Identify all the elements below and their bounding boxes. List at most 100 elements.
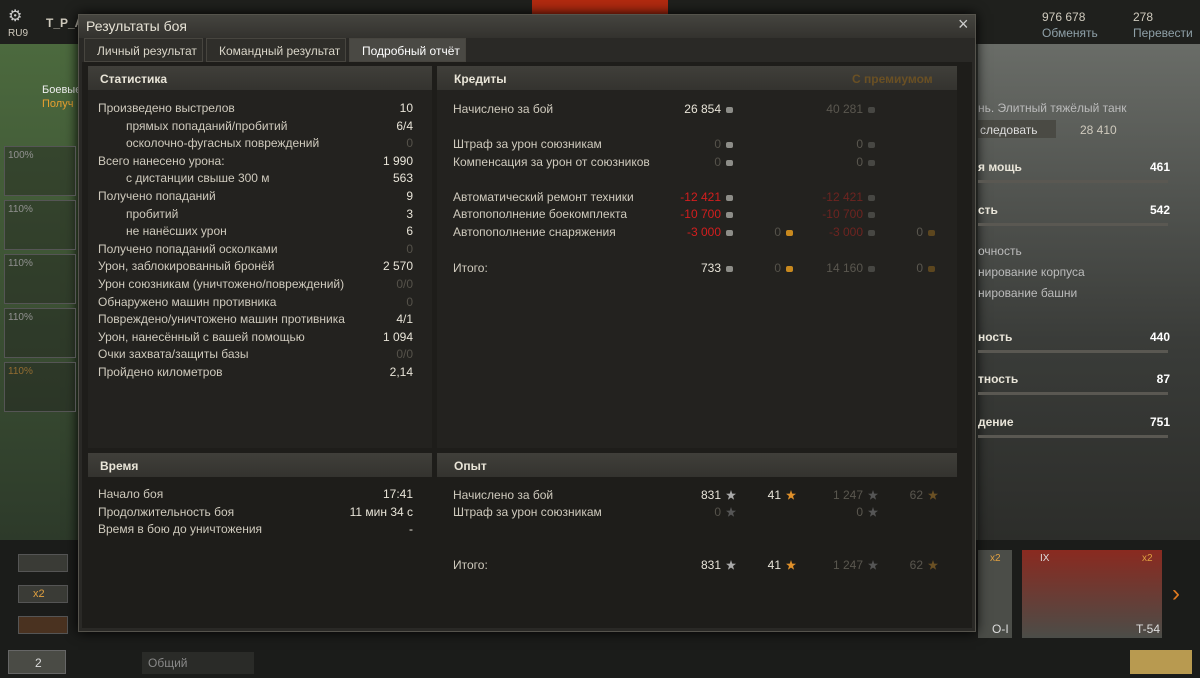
stat-label: с дистанции свыше 300 м [126,171,270,186]
stat-value: 0 [406,136,413,151]
exchange-button[interactable]: Обменять [1042,26,1098,40]
xp-icon [726,507,736,517]
tank-name: T-54 [1136,622,1161,636]
stat-value: 6/4 [396,118,413,133]
carousel-slot[interactable] [4,200,76,250]
tank-tier: IX [1040,553,1050,564]
chat-input[interactable]: Общий [142,652,254,674]
time-value: 11 мин 34 с [349,504,413,519]
experience-label: Итого: [453,558,488,572]
param-value: 440 [1149,330,1170,344]
gold-icon [928,266,935,272]
research-xp: 28 410 [1080,123,1117,137]
credits-base-gold: 0 [774,225,781,239]
param-bar [978,223,1168,226]
credit-icon [868,107,875,113]
stat-value: 2 570 [382,259,413,274]
experience-premium: 1 247 [832,488,863,502]
time-label: Продолжительность боя [98,504,235,519]
left-battles: Боевые [42,84,82,96]
settings-icon[interactable]: ⚙ [8,8,23,25]
carousel-slot[interactable] [4,146,76,196]
credit-icon [726,195,733,201]
section-header: Статистика [88,66,432,90]
stat-label: Пройдено километров [98,365,223,379]
stat-value: 2,14 [389,365,413,379]
param-value: 751 [1149,415,1170,429]
credit-icon [726,160,733,166]
bonus-filter[interactable]: x2 [18,585,68,603]
xp-icon [726,560,736,570]
carousel-slot[interactable] [4,254,76,304]
dialog-title-bar [79,15,975,38]
module: нирование корпуса [978,265,1085,279]
param-value: 461 [1149,160,1170,174]
tab[interactable]: Личный результат [84,38,203,62]
tab-active[interactable]: Подробный отчёт [349,38,466,62]
param-value: 542 [1149,203,1170,217]
stat-value: 3 [406,206,413,221]
credits-premium-gold: 0 [916,261,923,275]
filter-button[interactable] [18,616,68,634]
time-value: - [409,522,413,536]
credit-icon [868,160,875,166]
experience-label: Начислено за бой [453,488,554,502]
credits: 976 678 [1042,10,1086,24]
tab[interactable]: Командный результат [206,38,346,62]
carousel-percent: 110% [8,366,33,377]
filter-button[interactable] [18,554,68,572]
xp-icon [928,560,938,570]
tank-card[interactable] [1022,550,1162,638]
gold-icon [786,266,793,272]
server: RU9 [8,28,29,39]
credits-premium: 14 160 [826,261,863,275]
carousel-next[interactable]: › [1172,580,1180,607]
stat-value: 9 [406,189,413,203]
research-button[interactable]: следовать [978,120,1056,138]
platoon-button[interactable]: 2 [8,650,66,674]
stat-value: 563 [392,171,413,186]
credits-premium: 40 281 [826,102,863,116]
gold-icon [928,230,935,236]
battle-button[interactable] [532,0,668,14]
stat-label: Произведено выстрелов [98,101,235,115]
credits-base: 733 [700,261,721,275]
credits-label: Автоматический ремонт техники [453,190,634,204]
credit-icon [726,142,733,148]
send-button[interactable] [1130,650,1192,674]
carousel-percent: 110% [8,204,33,215]
module: очность [978,244,1022,258]
stat-label: Урон союзникам (уничтожено/повреждений) [98,277,345,291]
module: нирование башни [978,286,1078,300]
section-header: Время [88,453,432,477]
stat-value: 1 990 [382,153,413,168]
carousel-percent: 100% [8,150,34,161]
credits-premium: -12 421 [822,190,863,204]
carousel-percent: 110% [8,258,33,269]
carousel-slot[interactable] [4,362,76,412]
stat-label: пробитий [126,206,179,221]
stat-label: Очки захвата/защиты базы [98,347,249,362]
xp-icon [868,507,878,517]
credits-label: Штраф за урон союзникам [453,137,602,151]
credits-label: Автопополнение боекомплекта [453,207,627,221]
transfer-button[interactable]: Перевести [1133,26,1193,40]
tank-desc: нь. Элитный тяжёлый танк [978,101,1127,115]
time-value: 17:41 [382,487,413,501]
experience-base-gold: 41 [767,558,781,572]
credit-icon [726,212,733,218]
experience-base: 0 [714,505,721,519]
param-label: тность [978,372,1019,386]
tank-card-bonus: x2 [1142,553,1153,564]
carousel-slot[interactable] [4,308,76,358]
close-button[interactable]: × [958,14,969,34]
experience-premium: 0 [856,505,863,519]
experience-premium: 1 247 [832,558,863,572]
tank-card-bonus: x2 [990,553,1001,564]
credits-base: 26 854 [684,102,721,116]
xp-icon [786,560,796,570]
param-label: ность [978,330,1013,344]
tank-name: O-I [992,622,1009,636]
tank-card[interactable] [978,550,1012,638]
player-name: T_P_A [46,16,84,30]
